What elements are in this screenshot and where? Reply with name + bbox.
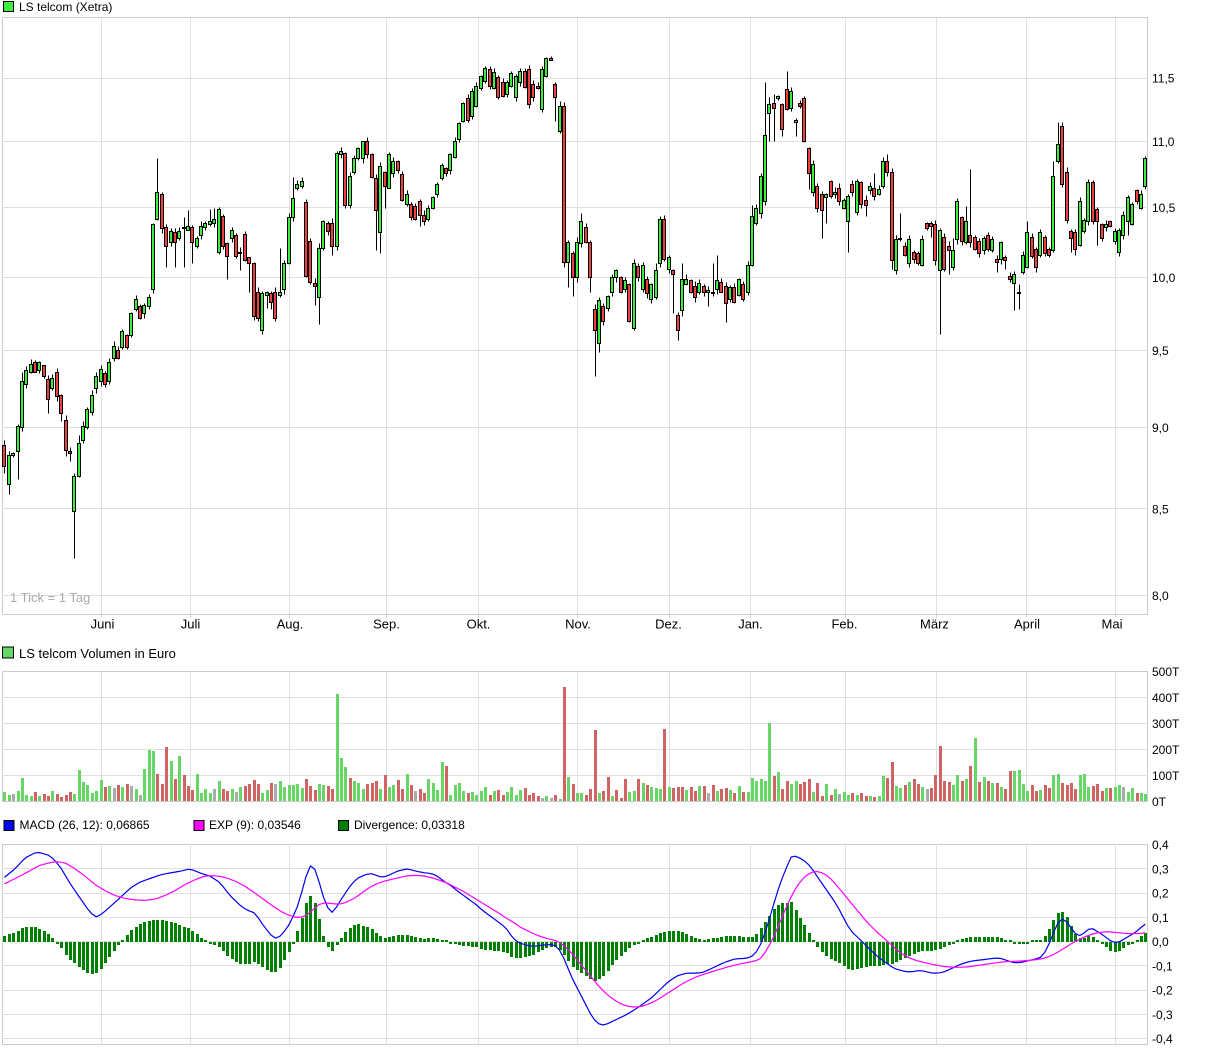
svg-text:11,5: 11,5 [1152,72,1175,86]
svg-text:Mai: Mai [1102,617,1123,632]
svg-text:Jan.: Jan. [738,617,763,632]
svg-text:0,3: 0,3 [1152,862,1169,876]
svg-text:200T: 200T [1152,743,1180,757]
svg-text:Aug.: Aug. [277,617,304,632]
svg-text:März: März [920,617,949,632]
svg-text:11,0: 11,0 [1152,135,1175,149]
svg-text:500T: 500T [1152,665,1180,679]
svg-text:0,4: 0,4 [1152,838,1169,852]
svg-text:9,0: 9,0 [1152,421,1169,435]
svg-text:-0,3: -0,3 [1152,1008,1173,1022]
svg-text:MACD (26, 12): 0,06865: MACD (26, 12): 0,06865 [20,818,150,832]
svg-text:8,5: 8,5 [1152,502,1169,516]
svg-text:0T: 0T [1152,795,1167,809]
svg-text:Nov.: Nov. [565,617,591,632]
svg-text:400T: 400T [1152,691,1180,705]
svg-text:-0,2: -0,2 [1152,984,1173,998]
svg-text:100T: 100T [1152,769,1180,783]
svg-text:Dez.: Dez. [655,617,682,632]
svg-text:0,1: 0,1 [1152,911,1169,925]
svg-text:0,2: 0,2 [1152,887,1169,901]
svg-text:April: April [1014,617,1040,632]
svg-text:Okt.: Okt. [467,617,491,632]
svg-text:LS telcom Volumen in Euro: LS telcom Volumen in Euro [19,646,176,661]
svg-text:Juli: Juli [181,617,201,632]
svg-text:EXP (9): 0,03546: EXP (9): 0,03546 [209,818,301,832]
svg-text:1 Tick = 1 Tag: 1 Tick = 1 Tag [10,590,90,605]
svg-text:10,5: 10,5 [1152,201,1176,215]
svg-text:-0,4: -0,4 [1152,1032,1173,1046]
svg-text:9,5: 9,5 [1152,344,1169,358]
svg-text:0,0: 0,0 [1152,935,1169,949]
svg-text:10,0: 10,0 [1152,271,1176,285]
svg-text:300T: 300T [1152,717,1180,731]
svg-text:8,0: 8,0 [1152,589,1169,603]
svg-text:LS telcom (Xetra): LS telcom (Xetra) [19,0,112,14]
svg-text:Feb.: Feb. [831,617,857,632]
svg-text:Sep.: Sep. [373,617,400,632]
svg-text:-0,1: -0,1 [1152,959,1173,973]
svg-text:Juni: Juni [91,617,115,632]
svg-text:Divergence: 0,03318: Divergence: 0,03318 [354,818,465,832]
